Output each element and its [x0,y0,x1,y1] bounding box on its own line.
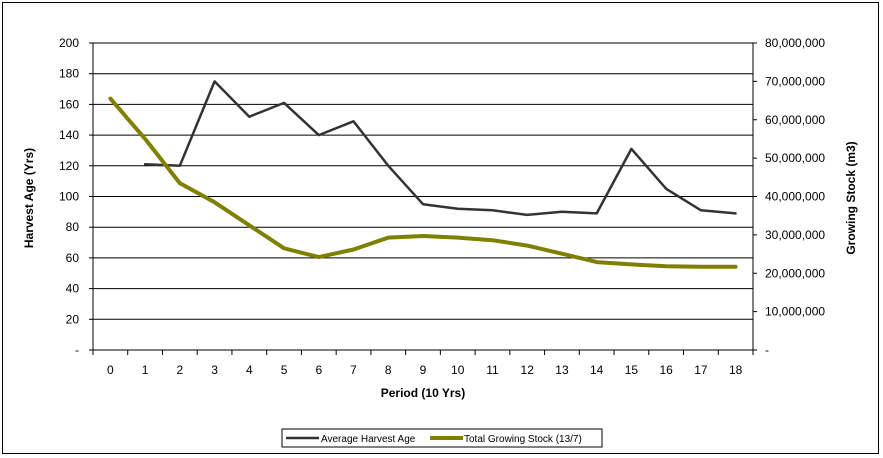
x-tick-label: 16 [659,363,673,377]
grid [93,42,753,320]
x-tick-label: 3 [211,363,218,377]
y-tick-label: 100 [59,190,79,204]
x-tick-label: 11 [486,363,499,377]
x-tick-label: 5 [281,363,288,377]
y2-tick-label: 60,000,000 [765,113,825,127]
x-tick-label: 17 [694,363,708,377]
axes: -20406080100120140160180200-10,000,00020… [59,36,825,377]
x-tick-label: 9 [420,363,427,377]
x-tick-label: 12 [521,363,535,377]
y2-tick-label: 10,000,000 [765,305,825,319]
y-tick-label: 200 [59,36,79,50]
y-tick-label: 140 [59,128,79,142]
series-line-total-growing-stock-13-7 [108,96,738,269]
y-tick-label: 180 [59,67,79,81]
y-tick-label: 120 [59,159,79,173]
x-tick-label: 0 [107,363,114,377]
y-axis-title: Harvest Age (Yrs) [22,148,36,248]
y-tick-label: 40 [66,282,80,296]
legend-label-total-growing-stock: Total Growing Stock (13/7) [464,434,582,445]
x-tick-label: 2 [176,363,183,377]
y2-tick-label: 80,000,000 [765,36,825,50]
x-tick-label: 4 [246,363,253,377]
y2-tick-label: 70,000,000 [765,74,825,88]
y-tick-label: - [75,343,79,357]
x-tick-label: 10 [451,363,465,377]
legend-label-average-harvest-age: Average Harvest Age [321,434,416,445]
y-tick-label: 160 [59,97,79,111]
y2-tick-label: - [765,343,769,357]
y2-axis-title: Growing Stock (m3) [844,141,858,254]
x-tick-label: 13 [555,363,569,377]
x-axis-title: Period (10 Yrs) [381,386,465,400]
y-tick-label: 80 [66,220,80,234]
x-tick-label: 6 [315,363,322,377]
y2-tick-label: 20,000,000 [765,266,825,280]
y-tick-label: 60 [66,251,80,265]
x-tick-label: 14 [590,363,604,377]
y2-tick-label: 30,000,000 [765,228,825,242]
x-tick-label: 1 [142,363,149,377]
x-tick-label: 15 [625,363,639,377]
x-tick-label: 7 [350,363,357,377]
y2-tick-label: 50,000,000 [765,151,825,165]
x-tick-label: 8 [385,363,392,377]
series [108,80,738,269]
x-tick-label: 18 [729,363,743,377]
legend: Average Harvest Age Total Growing Stock … [281,428,603,448]
y2-tick-label: 40,000,000 [765,190,825,204]
series-line-average-harvest-age [143,80,737,217]
y-tick-label: 20 [66,312,80,326]
chart-svg: -20406080100120140160180200-10,000,00020… [22,36,858,448]
